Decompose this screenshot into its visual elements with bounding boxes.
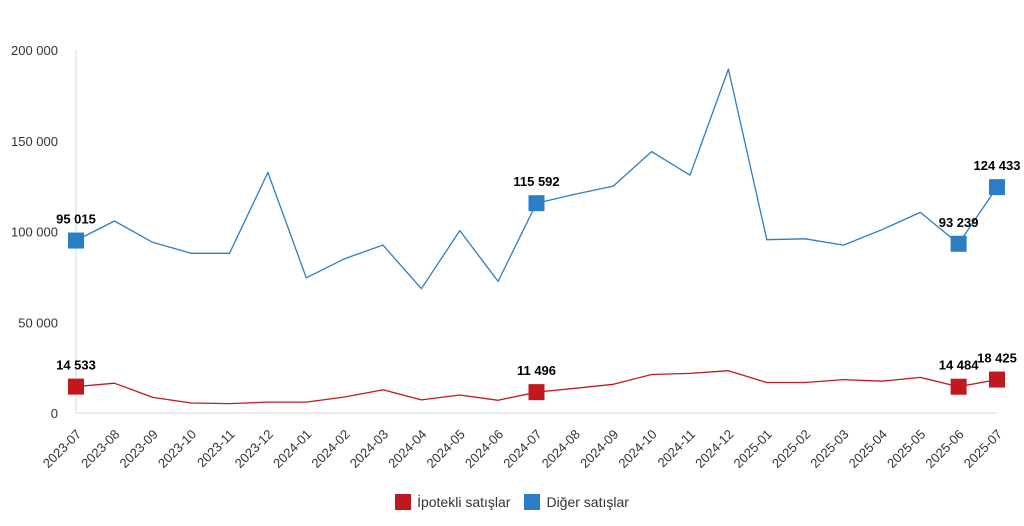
x-tick-label: 2025-07 <box>961 427 1005 471</box>
x-tick-label: 2024-09 <box>577 427 621 471</box>
data-point-marker <box>950 378 967 395</box>
x-tick-label: 2024-03 <box>347 427 391 471</box>
data-label: 18 425 <box>977 351 1017 366</box>
x-tick-label: 2024-01 <box>270 427 314 471</box>
data-label: 115 592 <box>513 174 559 189</box>
data-label: 11 496 <box>517 363 556 378</box>
data-label: 14 533 <box>56 358 96 373</box>
data-point-marker <box>950 235 967 252</box>
data-point-marker <box>528 384 545 401</box>
legend-label-diger: Diğer satışlar <box>546 494 629 510</box>
x-tick-label: 2023-11 <box>194 427 238 471</box>
series-lines <box>75 68 998 405</box>
x-tick-label: 2024-12 <box>692 427 736 471</box>
legend-swatch-diger <box>524 494 541 510</box>
data-label: 95 015 <box>56 212 96 227</box>
y-tick-label: 50 000 <box>18 315 58 330</box>
x-tick-label: 2024-11 <box>654 427 698 471</box>
x-axis: 2023-072023-082023-092023-102023-112023-… <box>40 412 1005 471</box>
x-tick-label: 2024-10 <box>615 427 659 471</box>
x-tick-label: 2025-01 <box>731 427 775 471</box>
data-label: 93 239 <box>939 215 979 230</box>
x-tick-label: 2023-07 <box>40 427 84 471</box>
x-tick-label: 2024-05 <box>424 427 468 471</box>
data-point-marker <box>989 179 1005 196</box>
x-tick-label: 2025-03 <box>807 427 851 471</box>
data-point-marker <box>528 195 545 212</box>
x-tick-label: 2025-04 <box>846 427 890 471</box>
legend-swatch-ipotekli <box>395 494 412 510</box>
legend: İpotekli satışlar Diğer satışlar <box>0 494 1024 510</box>
x-tick-label: 2025-05 <box>884 427 928 471</box>
x-tick-label: 2024-04 <box>385 427 429 471</box>
data-point-marker <box>989 371 1005 388</box>
series-markers <box>68 179 1005 401</box>
x-tick-label: 2024-06 <box>462 427 506 471</box>
x-tick-label: 2023-10 <box>155 427 199 471</box>
data-label: 124 433 <box>974 158 1021 173</box>
x-tick-label: 2023-12 <box>232 427 276 471</box>
legend-label-ipotekli: İpotekli satışlar <box>417 494 511 510</box>
y-tick-label: 200 000 <box>11 43 58 58</box>
y-tick-label: 100 000 <box>11 225 58 240</box>
data-point-marker <box>68 378 84 395</box>
x-tick-label: 2025-02 <box>769 427 813 471</box>
data-label: 14 484 <box>939 358 980 373</box>
legend-item-ipotekli[interactable]: İpotekli satışlar <box>395 494 510 510</box>
x-tick-label: 2023-08 <box>78 427 122 471</box>
x-tick-label: 2025-06 <box>922 427 966 471</box>
legend-item-diger[interactable]: Diğer satışlar <box>524 494 629 510</box>
x-tick-label: 2024-02 <box>308 427 352 471</box>
x-tick-label: 2024-07 <box>500 427 544 471</box>
y-tick-label: 0 <box>51 406 58 421</box>
x-tick-label: 2024-08 <box>539 427 583 471</box>
y-tick-label: 150 000 <box>11 134 58 149</box>
x-tick-label: 2023-09 <box>117 427 161 471</box>
data-point-marker <box>68 232 84 249</box>
y-axis: 0 50 000 100 000 150 000 200 000 <box>11 43 77 421</box>
